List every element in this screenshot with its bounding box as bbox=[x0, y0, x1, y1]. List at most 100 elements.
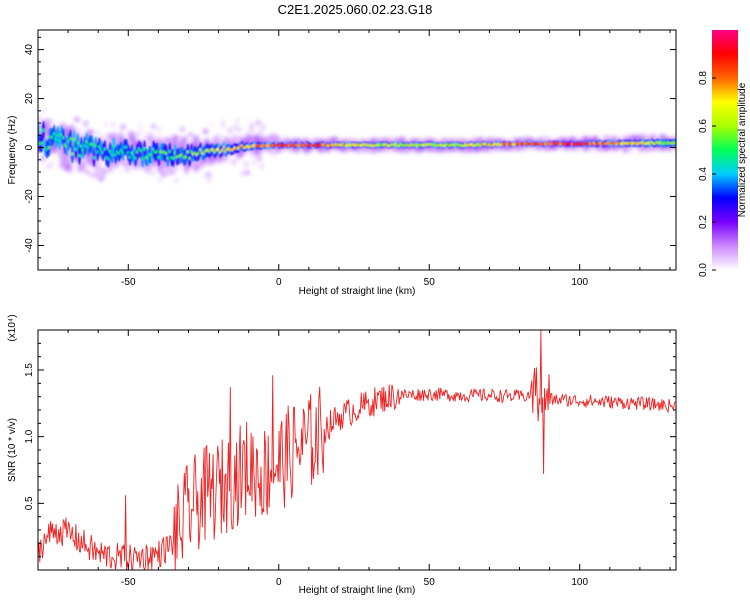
heatmap-cell bbox=[90, 161, 93, 165]
heatmap-cell bbox=[258, 121, 261, 124]
heatmap-cell bbox=[69, 166, 72, 169]
heatmap-cell bbox=[183, 138, 188, 142]
heatmap-cell bbox=[173, 135, 178, 140]
snr-y-tick-label: 0.5 bbox=[24, 496, 35, 510]
heatmap-cell bbox=[166, 137, 171, 142]
heatmap-cell bbox=[259, 164, 264, 169]
heatmap-cell bbox=[85, 170, 90, 174]
colorbar-tick-label: 0.6 bbox=[698, 119, 709, 133]
spectrogram-x-axis-label: Height of straight line (km) bbox=[299, 286, 416, 297]
heatmap-cell bbox=[90, 173, 94, 177]
snr-y-multiplier: (x10⁴) bbox=[7, 314, 18, 341]
heatmap-cell bbox=[164, 137, 168, 141]
heatmap-cell bbox=[243, 162, 248, 167]
colorbar-tick-label: 0.2 bbox=[698, 215, 709, 229]
heatmap-cell bbox=[81, 158, 87, 171]
heatmap-cell bbox=[258, 128, 262, 131]
heatmap-cell bbox=[122, 161, 125, 164]
spectrogram-panel: -50 0 50 100 -40 -20 0 20 40 Height of straight … bbox=[7, 29, 677, 297]
heatmap-cell bbox=[162, 164, 169, 170]
spectrogram-x-tick-label: 100 bbox=[571, 277, 588, 288]
heatmap-cell bbox=[45, 123, 50, 128]
heatmap-cell bbox=[97, 131, 100, 135]
heatmap-cell bbox=[140, 129, 144, 133]
heatmap-cell bbox=[158, 179, 162, 182]
spectrogram-y-axis-label: Frequency (Hz) bbox=[7, 116, 18, 185]
heatmap-cell bbox=[217, 135, 221, 139]
heatmap-cell bbox=[40, 141, 44, 146]
heatmap-cell bbox=[252, 135, 256, 138]
heatmap-cell bbox=[371, 147, 378, 154]
spectrogram-x-tick-label: -50 bbox=[121, 277, 136, 288]
snr-axes: -50 0 50 100 0.5 1.0 1.5 bbox=[24, 330, 676, 588]
heatmap-cell bbox=[119, 171, 122, 174]
heatmap-cell bbox=[109, 163, 114, 173]
heatmap-cell bbox=[210, 123, 213, 126]
spectrogram-y-tick-label: -40 bbox=[24, 238, 35, 253]
heatmap-cell bbox=[106, 133, 110, 137]
heatmap-cell bbox=[83, 129, 86, 132]
heatmap-cell bbox=[152, 124, 156, 129]
heatmap-cell bbox=[182, 140, 186, 144]
heatmap-cell bbox=[42, 109, 45, 112]
heatmap-cell bbox=[66, 161, 73, 173]
heatmap-cell bbox=[101, 169, 106, 179]
heatmap-cell bbox=[189, 132, 194, 138]
heatmap-cell bbox=[221, 121, 225, 124]
heatmap-cell bbox=[185, 164, 190, 168]
heatmap-cell bbox=[165, 170, 170, 176]
heatmap-cell bbox=[83, 121, 88, 126]
snr-x-tick-label: 100 bbox=[571, 577, 588, 588]
spectrogram-y-tick-label: 0 bbox=[24, 144, 35, 150]
heatmap-cell bbox=[139, 149, 143, 153]
heatmap-cell bbox=[203, 129, 208, 134]
heatmap-cell bbox=[106, 168, 110, 172]
snr-series-line bbox=[38, 330, 676, 570]
colorbar-tick-label: 0.4 bbox=[698, 167, 709, 181]
heatmap-cell bbox=[176, 141, 179, 144]
heatmap-cell bbox=[141, 157, 145, 161]
heatmap-cell bbox=[48, 164, 52, 168]
heatmap-cell bbox=[157, 127, 161, 132]
heatmap-cell bbox=[112, 144, 116, 148]
heatmap-cell bbox=[629, 145, 634, 152]
heatmap-cell bbox=[40, 155, 46, 162]
heatmap-cell bbox=[162, 172, 167, 176]
heatmap-cell bbox=[133, 135, 138, 140]
colorbar-tick-label: 0.0 bbox=[698, 263, 709, 277]
colorbar-label: Normalized spectral amplitude bbox=[737, 82, 748, 217]
snr-plot-area bbox=[38, 330, 676, 570]
heatmap-cell bbox=[213, 136, 218, 144]
heatmap-cell bbox=[245, 170, 250, 175]
heatmap-cell bbox=[139, 124, 142, 127]
heatmap-cell bbox=[144, 136, 148, 140]
heatmap-cell bbox=[259, 131, 263, 135]
heatmap-cell bbox=[204, 174, 207, 177]
heatmap-cell bbox=[237, 127, 242, 132]
spectrogram-y-tick-label: 20 bbox=[24, 93, 35, 105]
heatmap-cell bbox=[47, 145, 51, 150]
heatmap-cell bbox=[77, 117, 80, 120]
heatmap-cell bbox=[171, 170, 176, 175]
heatmap-cell bbox=[92, 156, 96, 160]
heatmap-cell bbox=[72, 138, 76, 142]
heatmap-cell bbox=[277, 138, 283, 144]
colorbar-ticks: 0.0 0.2 0.4 0.6 0.8 bbox=[698, 71, 716, 277]
heatmap-cell bbox=[120, 161, 123, 165]
heatmap-cell bbox=[42, 128, 45, 132]
heatmap-cell bbox=[231, 160, 236, 165]
heatmap-cell bbox=[125, 168, 129, 172]
heatmap-cell bbox=[211, 158, 215, 162]
figure-title: C2E1.2025.060.02.23.G18 bbox=[277, 2, 433, 17]
heatmap-cell bbox=[76, 140, 80, 145]
heatmap-cell bbox=[179, 143, 182, 146]
heatmap-cell bbox=[81, 133, 84, 136]
heatmap-core-layer bbox=[38, 121, 676, 168]
heatmap-cell bbox=[121, 130, 124, 133]
heatmap-cell bbox=[181, 127, 185, 131]
heatmap-cell bbox=[174, 178, 179, 183]
spectrogram-x-tick-label: 0 bbox=[276, 277, 282, 288]
heatmap-cell bbox=[88, 129, 94, 136]
heatmap-cell bbox=[124, 163, 130, 169]
